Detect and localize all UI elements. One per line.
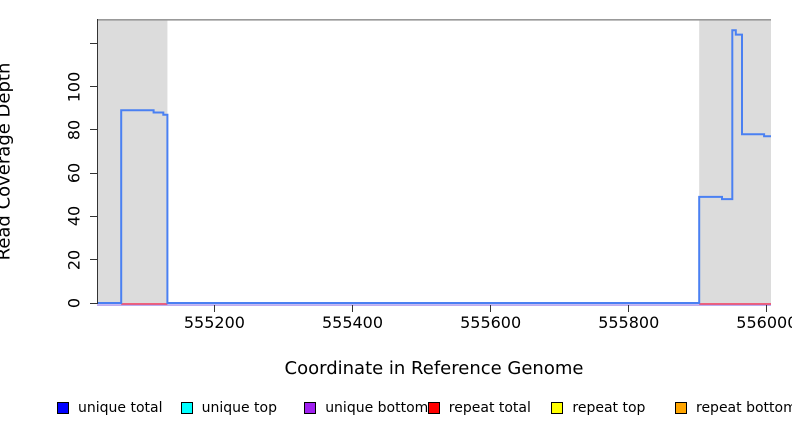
legend-label: unique top xyxy=(201,400,277,416)
legend-swatch-icon xyxy=(57,402,69,414)
x-tick-label: 555600 xyxy=(460,313,522,332)
legend: unique total unique top unique bottom repea… xyxy=(0,398,792,422)
unique-total-line xyxy=(97,29,771,304)
y-tick-label: 40 xyxy=(64,206,84,227)
x-tick xyxy=(352,305,353,312)
y-tick-label: 80 xyxy=(64,119,84,141)
y-tick xyxy=(90,215,97,217)
legend-label: unique total xyxy=(78,400,163,416)
legend-swatch-icon xyxy=(551,402,564,414)
legend-item-repeat-top: repeat top xyxy=(551,398,645,418)
y-tick xyxy=(90,129,97,131)
y-tick-label: 100 xyxy=(64,71,84,102)
y-tick-label: 0 xyxy=(64,297,84,309)
x-tick-label: 555800 xyxy=(598,313,660,332)
y-tick-label: 20 xyxy=(64,249,84,270)
x-tick xyxy=(628,305,630,312)
x-tick-label: 555400 xyxy=(321,313,384,332)
x-tick xyxy=(213,305,215,312)
legend-label: repeat bottom xyxy=(696,400,792,416)
plot-area xyxy=(97,19,771,306)
legend-item-unique-top: unique top xyxy=(180,398,277,418)
y-axis-spine xyxy=(97,19,98,304)
x-tick xyxy=(766,305,768,312)
legend-swatch-icon xyxy=(427,402,440,414)
x-axis-title: Coordinate in Reference Genome xyxy=(284,358,584,379)
y-tick xyxy=(90,259,97,261)
y-tick xyxy=(90,42,97,44)
legend-label: repeat total xyxy=(448,400,531,416)
left-gray-region xyxy=(97,19,168,303)
legend-item-unique-bottom: unique bottom xyxy=(304,398,428,418)
legend-swatch-icon xyxy=(304,402,317,414)
y-tick xyxy=(90,302,97,304)
y-tick xyxy=(90,172,97,174)
coverage-plot-canvas xyxy=(97,19,771,306)
y-tick-label: 60 xyxy=(64,162,84,184)
legend-swatch-icon xyxy=(180,402,193,414)
legend-swatch-icon xyxy=(675,402,687,414)
legend-item-repeat-bottom: repeat bottom xyxy=(675,398,792,418)
y-tick xyxy=(90,86,97,88)
x-tick xyxy=(490,305,492,312)
legend-label: unique bottom xyxy=(325,400,429,416)
legend-label: repeat top xyxy=(572,400,646,416)
x-tick-label: 555200 xyxy=(183,313,245,332)
right-gray-region xyxy=(699,19,771,303)
x-tick-label: 556000 xyxy=(736,313,792,332)
legend-item-repeat-total: repeat total xyxy=(427,398,531,418)
legend-item-unique-total: unique total xyxy=(57,398,162,418)
